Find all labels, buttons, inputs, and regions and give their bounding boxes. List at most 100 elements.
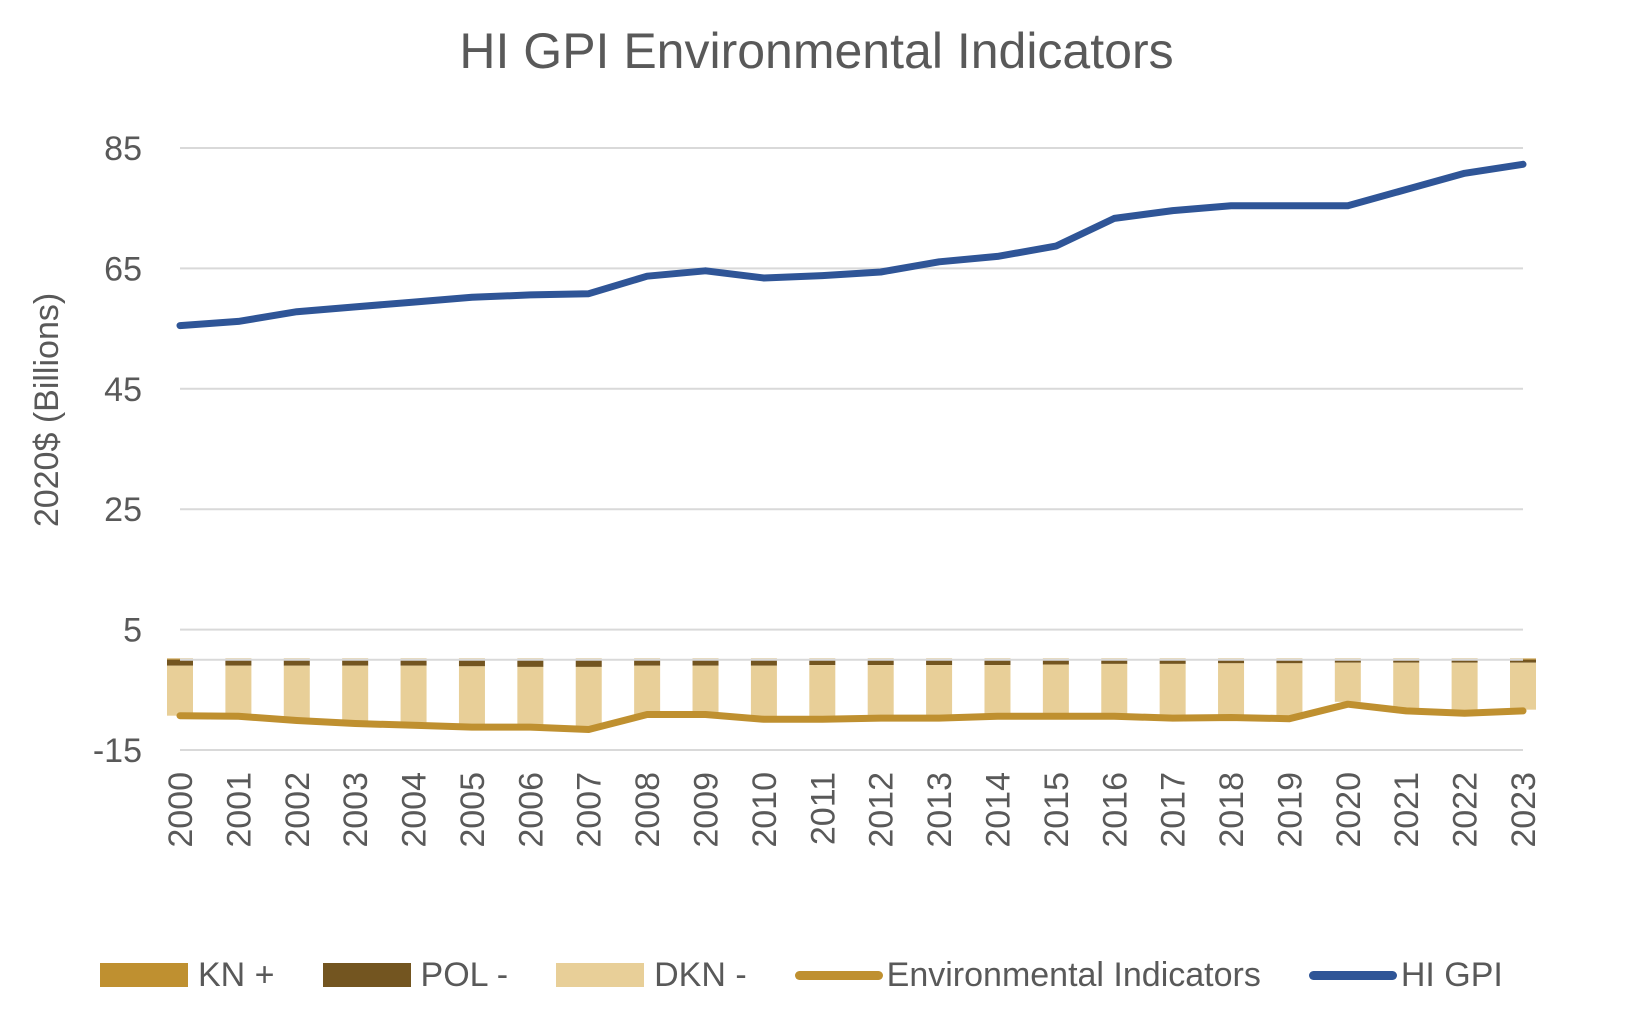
bar-pol-	[750, 659, 777, 666]
bar-pol-	[984, 659, 1011, 666]
x-tick-label: 2004	[396, 772, 434, 848]
x-tick-label: 2003	[337, 772, 375, 848]
x-tick-label: 2014	[979, 772, 1017, 848]
bar-pol-	[867, 659, 894, 666]
bar-pol-	[1218, 659, 1245, 664]
y-tick-label: 5	[123, 612, 142, 650]
legend-swatch	[1308, 970, 1397, 980]
bar-dkn-	[750, 665, 777, 720]
legend-item: POL -	[322, 955, 509, 995]
legend-item: HI GPI	[1308, 956, 1503, 995]
bar-dkn-	[1042, 664, 1069, 719]
bar-dkn-	[575, 666, 602, 728]
bar-dkn-	[517, 666, 544, 726]
bar-dkn-	[1451, 662, 1478, 713]
bar-dkn-	[167, 665, 193, 716]
legend-item: Environmental Indicators	[794, 955, 1261, 995]
legend-swatch	[322, 963, 411, 987]
bar-dkn-	[809, 665, 836, 721]
bar-pol-	[1334, 659, 1361, 663]
chart-title: HI GPI Environmental Indicators	[459, 23, 1174, 79]
x-tick-label: 2007	[571, 772, 609, 848]
bar-pol-	[400, 659, 427, 666]
bar-dkn-	[1334, 662, 1361, 702]
bar-dkn-	[1101, 663, 1128, 718]
x-tick-label: 2000	[162, 772, 200, 848]
x-tick-label: 2021	[1388, 772, 1426, 848]
legend-swatch	[556, 963, 645, 987]
bar-pol-	[1510, 659, 1536, 663]
y-tick-label: 65	[104, 250, 142, 288]
series-lines	[176, 160, 1527, 733]
bar-dkn-	[634, 665, 661, 716]
x-tick-label: 2002	[279, 772, 317, 848]
bar-dkn-	[283, 665, 310, 719]
bar-dkn-	[926, 665, 953, 720]
bar-pol-	[575, 659, 602, 667]
x-tick-label: 2013	[921, 772, 959, 848]
bar-dkn-	[1218, 663, 1245, 719]
bar-pol-	[692, 659, 719, 666]
legend-label: KN +	[198, 955, 275, 994]
bar-pol-	[517, 659, 544, 667]
legend: KN + POL - DKN - Environmental Indicators HI…	[100, 955, 1551, 995]
bar-pol-	[225, 659, 252, 666]
x-tick-label: 2008	[629, 772, 667, 848]
line-hi-gpi	[176, 160, 1527, 330]
bar-pol-	[167, 659, 193, 666]
y-tick-label: 85	[104, 130, 142, 168]
x-tick-label: 2016	[1096, 772, 1134, 848]
x-tick-label: 2006	[512, 772, 550, 848]
bar-pol-	[1393, 659, 1420, 663]
line-environmental-indicators	[176, 700, 1527, 733]
legend-label: Environmental Indicators	[886, 955, 1261, 994]
x-tick-label: 2020	[1330, 772, 1368, 848]
bar-pol-	[458, 659, 485, 667]
bar-pol-	[283, 659, 310, 666]
bar-pol-	[1159, 659, 1186, 664]
y-tick-label: -15	[93, 732, 142, 770]
bar-dkn-	[984, 665, 1011, 719]
x-tick-label: 2012	[863, 772, 901, 848]
bar-dkn-	[692, 665, 719, 716]
legend-label: DKN -	[654, 955, 747, 994]
gridlines	[180, 147, 1523, 751]
x-tick-label: 2023	[1505, 772, 1543, 848]
x-tick-label: 2018	[1213, 772, 1251, 848]
x-tick-label: 2019	[1271, 772, 1309, 848]
bar-pol-	[926, 659, 953, 666]
y-tick-label: 25	[104, 491, 142, 529]
bar-dkn-	[1159, 663, 1186, 720]
bar-pol-	[634, 659, 661, 666]
x-tick-label: 2015	[1038, 772, 1076, 848]
x-tick-label: 2009	[688, 772, 726, 848]
x-tick-label: 2022	[1447, 772, 1485, 848]
legend-swatch	[100, 963, 188, 987]
x-tick-label: 2001	[220, 772, 258, 848]
bar-dkn-	[458, 666, 485, 725]
x-axis-ticks: 2000 2001 2002 2003 2004 2005 2006 2007 2008 2009…	[162, 772, 1543, 848]
x-tick-label: 2011	[804, 772, 842, 845]
bar-pol-	[1451, 659, 1478, 663]
x-tick-label: 2010	[746, 772, 784, 848]
bar-pol-	[809, 659, 836, 666]
bar-pol-	[342, 659, 369, 666]
legend-label: POL -	[420, 955, 509, 994]
bars	[167, 658, 1536, 728]
bar-dkn-	[400, 665, 427, 723]
y-axis-ticks: 85 65 45 25 5 -15	[93, 130, 142, 770]
y-tick-label: 45	[104, 371, 142, 409]
y-axis-label: 2020$ (Billions)	[28, 293, 66, 527]
bar-dkn-	[1510, 662, 1536, 710]
x-tick-label: 2017	[1155, 772, 1193, 848]
legend-swatch	[794, 970, 883, 980]
bar-pol-	[1276, 659, 1303, 664]
legend-item: KN +	[100, 956, 275, 995]
legend-item: DKN -	[556, 956, 747, 995]
bar-dkn-	[1276, 663, 1303, 720]
bar-dkn-	[342, 665, 369, 721]
bar-pol-	[1042, 659, 1069, 665]
bar-pol-	[1101, 659, 1128, 664]
x-tick-label: 2005	[454, 772, 492, 848]
